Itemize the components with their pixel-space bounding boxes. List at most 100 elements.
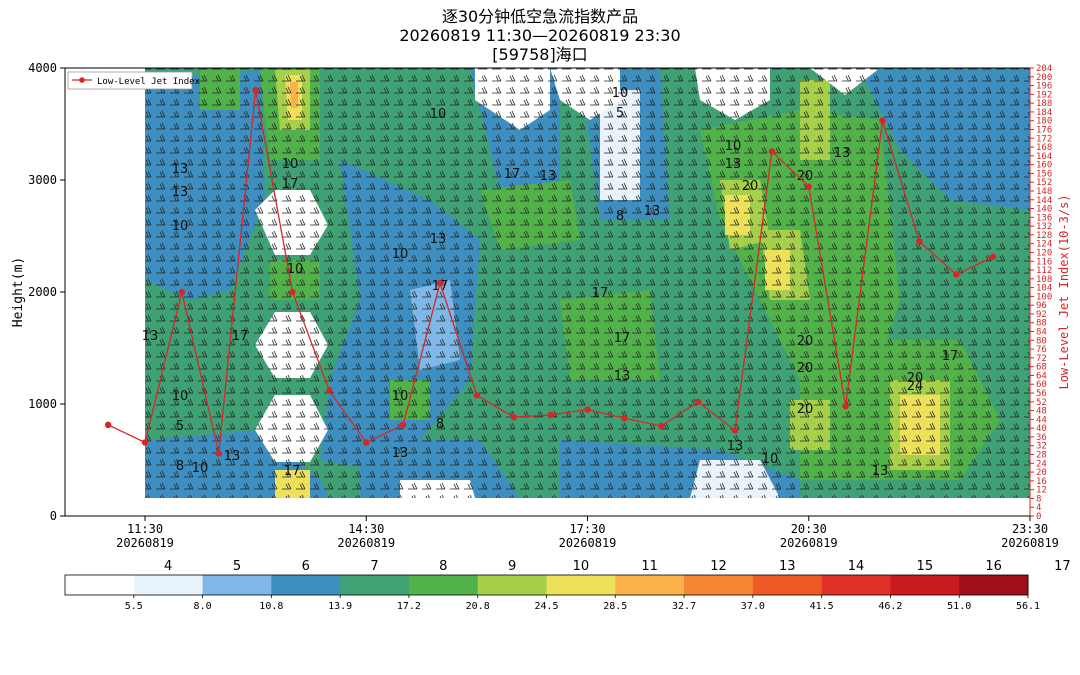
contour-field xyxy=(145,68,1030,498)
y2-tick-label: 68 xyxy=(1036,363,1047,373)
colorbar-swatch xyxy=(340,575,410,595)
colorbar-swatch xyxy=(684,575,754,595)
jet-index-point xyxy=(879,117,886,124)
colorbar-top-label: 14 xyxy=(848,559,865,574)
colorbar-swatch xyxy=(546,575,616,595)
colorbar-top-label: 13 xyxy=(779,559,796,574)
colorbar-top-label: 9 xyxy=(508,559,516,574)
chart-title-line1: 逐30分钟低空急流指数产品 xyxy=(441,7,639,26)
contour-label: 10 xyxy=(762,452,779,467)
colorbar-top-label: 10 xyxy=(573,559,590,574)
y2-tick-label: 16 xyxy=(1036,477,1047,487)
contour-label: 10 xyxy=(282,157,299,172)
contour-label: 10 xyxy=(430,107,447,122)
jet-index-point xyxy=(842,402,849,410)
x-tick-date: 20260819 xyxy=(1001,536,1059,550)
y2-tick-label: 172 xyxy=(1036,134,1052,144)
y2-tick-label: 44 xyxy=(1036,415,1047,425)
no-data-left xyxy=(65,68,145,516)
contour-label: 17 xyxy=(504,167,521,182)
jet-index-point xyxy=(289,288,296,296)
contour-label: 17 xyxy=(284,464,301,479)
jet-index-point xyxy=(104,421,112,429)
y-tick-label: 4000 xyxy=(28,61,57,75)
y2-tick-label: 4 xyxy=(1036,503,1041,513)
jet-index-point xyxy=(805,183,812,190)
y2-tick-label: 160 xyxy=(1036,161,1052,171)
x-tick-date: 20260819 xyxy=(116,536,174,550)
contour-label: 17 xyxy=(232,329,249,344)
colorbar-top-label: 11 xyxy=(641,559,658,574)
colorbar-bottom-label: 28.5 xyxy=(603,601,627,612)
contour-label: 13 xyxy=(834,146,851,161)
contour-label: 10 xyxy=(172,219,189,234)
contour-label: 10 xyxy=(725,139,742,154)
contour-label: 10 xyxy=(612,86,629,101)
y2-tick-label: 156 xyxy=(1036,169,1052,179)
colorbar-top-label: 8 xyxy=(439,559,447,574)
y2-tick-label: 124 xyxy=(1036,240,1052,250)
contour-label: 13 xyxy=(172,185,189,200)
colorbar-top-label: 7 xyxy=(370,559,378,574)
y2-tick-label: 104 xyxy=(1036,284,1052,294)
contour-label: 10 xyxy=(392,247,409,262)
y2-tick-label: 52 xyxy=(1036,398,1047,408)
x-tick-time: 20:30 xyxy=(791,522,827,536)
contour-label: 17 xyxy=(592,286,609,301)
colorbar-bottom-label: 46.2 xyxy=(878,601,902,612)
contour-label: 13 xyxy=(872,464,889,479)
legend: Low-Level Jet Index xyxy=(67,71,201,90)
colorbar-bottom-label: 41.5 xyxy=(810,601,834,612)
y2-tick-label: 188 xyxy=(1036,99,1052,109)
y2-tick-label: 92 xyxy=(1036,310,1047,320)
contour-label: 17 xyxy=(282,177,299,192)
y2-tick-label: 96 xyxy=(1036,301,1047,311)
y-axis-ticks: 0 1000 2000 3000 4000 xyxy=(28,61,65,523)
colorbar-bottom-label: 56.1 xyxy=(1016,601,1040,612)
y2-tick-label: 56 xyxy=(1036,389,1047,399)
y2-tick-label: 132 xyxy=(1036,222,1052,232)
y2-axis-label: Low-Level Jet Index(10-3/s) xyxy=(1057,194,1071,389)
contour-label: 8 xyxy=(176,459,184,474)
jet-index-point xyxy=(953,271,960,278)
colorbar-swatch xyxy=(477,575,547,595)
colorbar-swatch xyxy=(959,575,1029,595)
jet-index-point xyxy=(326,387,333,395)
y2-tick-label: 128 xyxy=(1036,231,1052,241)
x-tick-time: 14:30 xyxy=(348,522,384,536)
contour-label: 17 xyxy=(942,349,959,364)
chart-title-line3: [59758]海口 xyxy=(492,45,588,64)
y2-tick-label: 184 xyxy=(1036,108,1052,118)
jet-index-series xyxy=(104,86,997,457)
jet-index-point xyxy=(436,280,444,287)
y2-tick-label: 12 xyxy=(1036,486,1047,496)
legend-box xyxy=(67,71,193,90)
y2-tick-label: 36 xyxy=(1036,433,1047,443)
contour-label: 20 xyxy=(797,361,814,376)
y2-tick-label: 80 xyxy=(1036,336,1047,346)
y2-tick-label: 84 xyxy=(1036,328,1047,338)
contour-label: 13 xyxy=(644,204,661,219)
contour-label: 10 xyxy=(287,262,304,277)
y2-tick-label: 60 xyxy=(1036,380,1047,390)
x-tick-time: 23:30 xyxy=(1012,522,1048,536)
colorbar-swatch xyxy=(752,575,823,595)
y2-axis-ticks: 0481216202428323640444852566064687276808… xyxy=(1030,64,1052,522)
x-tick-date: 20260819 xyxy=(337,536,395,550)
y2-tick-label: 140 xyxy=(1036,205,1052,215)
y2-tick-label: 176 xyxy=(1036,125,1052,135)
jet-index-point xyxy=(547,411,554,419)
x-tick-date: 20260819 xyxy=(559,536,617,550)
y2-tick-label: 8 xyxy=(1036,494,1041,504)
colorbar-top-label: 17 xyxy=(1054,559,1071,574)
contour-label: 20 xyxy=(907,371,924,386)
colorbar-bottom-label: 17.2 xyxy=(397,601,421,612)
contour-label: 10 xyxy=(392,389,409,404)
jet-index-point xyxy=(768,148,776,155)
jet-index-point xyxy=(363,439,370,446)
y-tick-label: 0 xyxy=(50,509,57,523)
y2-tick-label: 180 xyxy=(1036,117,1052,127)
jet-index-point xyxy=(473,392,481,399)
